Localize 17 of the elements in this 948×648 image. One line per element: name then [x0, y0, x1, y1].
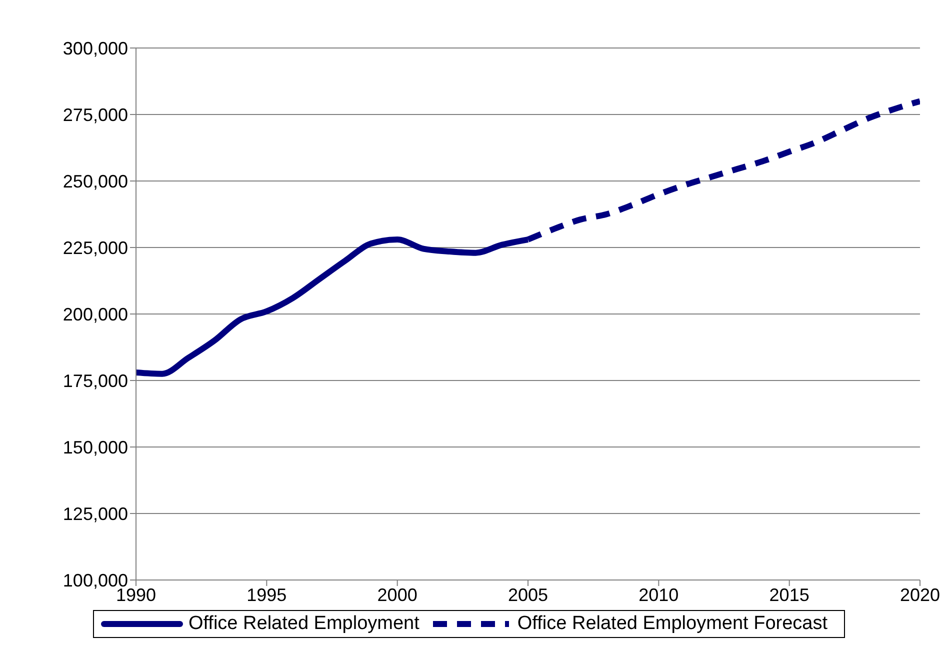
y-tick-label: 250,000 [62, 171, 128, 192]
y-tick-label: 100,000 [62, 570, 128, 590]
x-tick-label: 2020 [900, 584, 940, 605]
y-tick-label: 275,000 [62, 104, 128, 125]
y-tick-label: 175,000 [62, 370, 128, 391]
legend-label: Office Related Employment [188, 613, 420, 635]
x-tick-label: 2005 [508, 584, 548, 605]
y-tick-label: 150,000 [62, 437, 128, 458]
y-tick-label: 125,000 [62, 504, 128, 524]
x-tick-label: 2000 [377, 584, 418, 605]
legend-label: Office Related Employment Forecast [517, 613, 828, 635]
y-tick-label: 300,000 [62, 38, 128, 58]
y-tick-label: 225,000 [62, 238, 128, 258]
x-tick-label: 1995 [246, 584, 287, 605]
y-tick-label: 200,000 [62, 304, 128, 324]
x-tick-label: 2010 [638, 584, 679, 605]
x-tick-label: 2015 [769, 584, 810, 605]
